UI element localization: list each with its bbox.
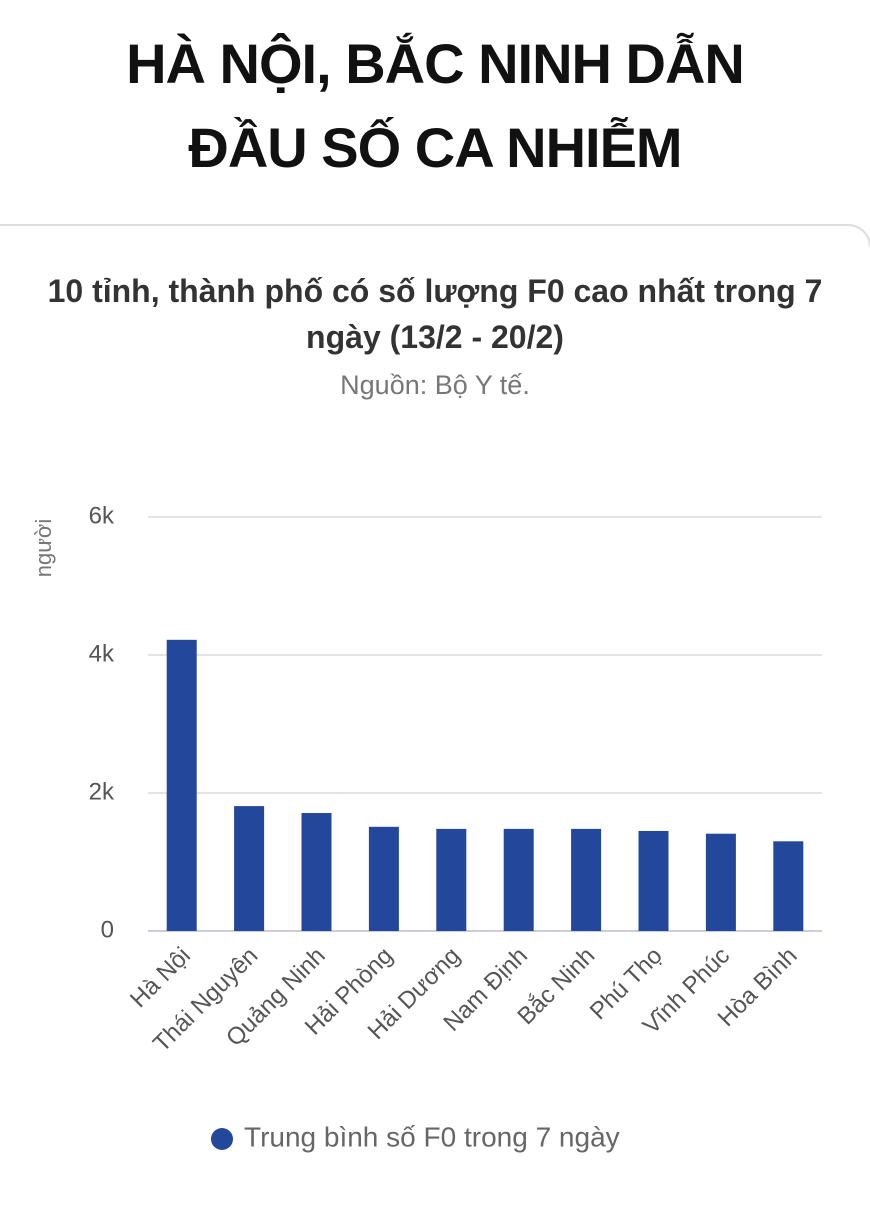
bar bbox=[234, 806, 265, 931]
y-tick-label: 6k bbox=[89, 502, 115, 529]
y-tick-label: 2k bbox=[89, 778, 115, 805]
y-tick-label: 4k bbox=[89, 640, 115, 667]
legend-marker bbox=[211, 1128, 233, 1150]
bar bbox=[705, 833, 736, 931]
bar bbox=[773, 841, 804, 931]
y-axis-label: người bbox=[31, 519, 56, 578]
bar bbox=[571, 828, 602, 931]
y-tick-label: 0 bbox=[101, 916, 114, 943]
bar bbox=[436, 828, 467, 931]
bar bbox=[503, 828, 534, 931]
legend-label: Trung bình số F0 trong 7 ngày bbox=[244, 1121, 620, 1152]
card-border bbox=[0, 224, 870, 248]
chart-title: 10 tỉnh, thành phố có số lượng F0 cao nh… bbox=[47, 273, 823, 355]
headline: ĐẦU SỐ CA NHIỄM bbox=[188, 116, 682, 179]
bar bbox=[368, 826, 399, 931]
headline: HÀ NỘI, BẮC NINH DẪN bbox=[126, 32, 745, 95]
bar bbox=[638, 830, 669, 931]
bar bbox=[301, 813, 332, 931]
chart-subtitle: Nguồn: Bộ Y tế. bbox=[340, 370, 530, 400]
bar bbox=[166, 639, 197, 931]
